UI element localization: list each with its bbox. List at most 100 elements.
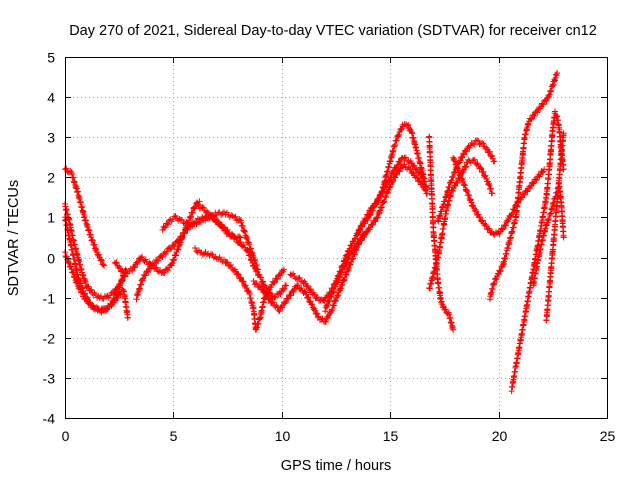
data-point — [483, 144, 490, 151]
data-point — [323, 302, 330, 309]
data-point — [193, 248, 200, 255]
data-point — [420, 174, 427, 181]
data-point — [552, 74, 559, 81]
data-point — [452, 183, 459, 190]
data-point — [168, 261, 175, 268]
data-point — [457, 171, 464, 178]
data-point — [395, 131, 402, 138]
data-point — [421, 178, 428, 185]
data-point — [280, 266, 287, 273]
data-point — [343, 260, 350, 267]
data-point — [142, 272, 149, 279]
data-point — [393, 137, 400, 144]
data-point — [295, 282, 302, 289]
data-point — [88, 234, 95, 241]
data-point — [369, 221, 376, 228]
data-point — [336, 286, 343, 293]
data-point — [126, 268, 133, 275]
data-point — [247, 245, 254, 252]
data-point — [75, 276, 82, 283]
data-point — [539, 169, 546, 176]
data-point — [253, 324, 260, 331]
data-point — [504, 218, 511, 225]
data-point — [361, 234, 368, 241]
data-point — [73, 279, 80, 286]
data-point — [336, 274, 343, 281]
data-point — [341, 276, 348, 282]
data-point — [243, 234, 250, 241]
data-point — [287, 292, 294, 299]
data-point — [467, 196, 474, 203]
data-point — [89, 237, 96, 244]
data-point — [375, 196, 382, 203]
data-point — [359, 224, 366, 231]
y-tick-label: 2 — [47, 170, 55, 186]
data-point — [386, 177, 393, 184]
x-tick-label: 15 — [383, 428, 399, 444]
data-point — [485, 181, 492, 188]
data-point — [198, 249, 205, 256]
x-tick-label: 10 — [275, 428, 291, 444]
data-point — [85, 296, 92, 303]
data-point — [551, 76, 558, 83]
data-point — [184, 227, 191, 234]
data-point — [479, 139, 486, 146]
data-point — [220, 208, 227, 215]
data-point — [499, 226, 506, 233]
data-point — [199, 204, 206, 211]
data-point — [238, 274, 245, 281]
data-point — [314, 310, 321, 317]
data-point — [374, 214, 381, 221]
data-point — [473, 208, 480, 215]
data-point — [274, 276, 281, 283]
data-point — [113, 259, 120, 266]
data-point — [199, 252, 206, 259]
data-point — [459, 154, 466, 161]
data-point — [507, 212, 514, 219]
data-point — [139, 253, 146, 260]
data-point — [541, 166, 548, 173]
data-point — [244, 287, 251, 294]
data-point — [248, 256, 255, 263]
data-point — [281, 285, 288, 292]
data-point — [339, 281, 346, 288]
data-point — [524, 188, 531, 195]
data-point — [244, 248, 251, 255]
data-marks — [62, 70, 567, 395]
data-point — [276, 308, 283, 315]
data-point — [509, 210, 516, 217]
data-point — [329, 306, 336, 313]
data-point — [169, 216, 176, 223]
data-point — [236, 233, 243, 240]
data-point — [208, 212, 215, 219]
data-point — [335, 292, 342, 299]
x-axis-label: GPS time / hours — [281, 458, 391, 474]
data-point — [171, 213, 178, 220]
data-point — [462, 164, 469, 171]
data-point — [521, 191, 528, 198]
data-point — [461, 181, 468, 188]
data-point — [98, 256, 105, 263]
data-point — [337, 273, 344, 280]
data-point — [241, 228, 248, 235]
data-point — [545, 92, 552, 99]
data-point — [346, 256, 353, 263]
data-point — [252, 267, 259, 274]
data-point — [343, 271, 350, 278]
data-point — [251, 262, 258, 269]
data-point — [378, 203, 385, 210]
data-point — [346, 253, 353, 260]
data-point — [271, 279, 278, 286]
grid-lines — [65, 57, 607, 418]
data-point — [234, 270, 241, 277]
data-point — [463, 163, 470, 170]
data-point — [455, 165, 462, 172]
data-point — [531, 112, 538, 119]
series-sat-p — [434, 137, 498, 225]
plot-frame — [65, 57, 608, 419]
data-point — [479, 217, 486, 224]
data-point — [240, 278, 247, 285]
series-sat-q — [450, 154, 548, 238]
data-point — [486, 148, 493, 155]
data-point — [457, 157, 464, 164]
